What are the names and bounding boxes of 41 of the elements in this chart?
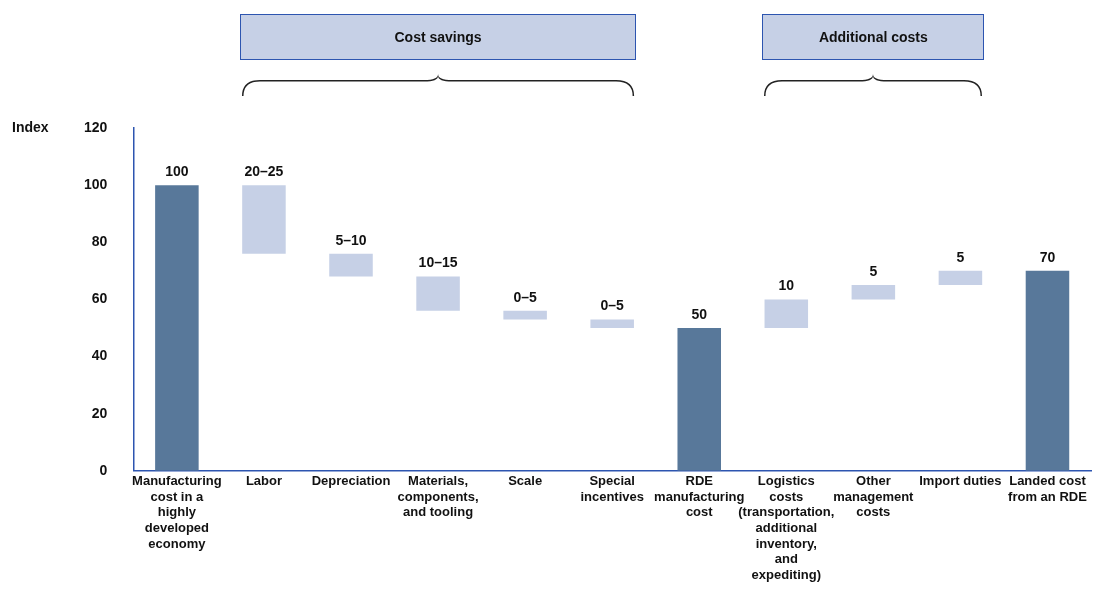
x-tick-label: Import duties	[919, 473, 1002, 489]
bar	[851, 285, 896, 300]
bar	[329, 253, 373, 277]
data-label: 0–5	[600, 297, 625, 314]
data-label: 10	[778, 277, 795, 294]
y-tick-label: 60	[91, 290, 108, 307]
bar	[503, 310, 547, 320]
x-tick-label: Landed cost from an RDE	[1008, 473, 1088, 504]
bar	[155, 185, 199, 471]
y-tick-label: 40	[91, 347, 108, 364]
data-label: 0–5	[513, 288, 538, 305]
data-label: 50	[691, 305, 708, 322]
bar	[677, 327, 721, 471]
x-tick-label: Materials, components, and tooling	[397, 473, 479, 520]
text: Cost savings	[240, 14, 637, 60]
data-label: 5	[869, 262, 878, 279]
x-tick-label: Other management costs	[833, 473, 915, 520]
data-label: 5	[956, 248, 965, 265]
x-tick-label: Depreciation	[311, 473, 391, 489]
y-tick-label: 0	[99, 461, 108, 478]
data-label: 70	[1039, 248, 1056, 265]
y-tick-label: 120	[84, 118, 108, 135]
bar	[938, 270, 983, 286]
x-tick-label: Manufacturing cost in a highly developed economy	[132, 473, 222, 551]
bar	[1025, 270, 1070, 471]
data-label: 5–10	[335, 231, 367, 248]
data-label: 20–25	[244, 162, 284, 179]
y-tick-label: 100	[84, 175, 108, 192]
x-tick-label: Special incentives	[580, 473, 644, 504]
y-tick-label: 80	[91, 233, 108, 250]
bar	[764, 299, 809, 328]
data-label: 10–15	[418, 254, 458, 271]
data-label: 100	[165, 162, 189, 179]
bar	[416, 276, 460, 311]
y-tick-label: 20	[91, 404, 108, 421]
x-tick-label: Scale	[508, 473, 543, 489]
text: Additional costs	[762, 14, 985, 60]
y-axis-title: Index	[12, 118, 49, 135]
x-tick-label: Labor	[245, 473, 283, 489]
bar	[242, 185, 286, 254]
bar	[590, 319, 634, 328]
